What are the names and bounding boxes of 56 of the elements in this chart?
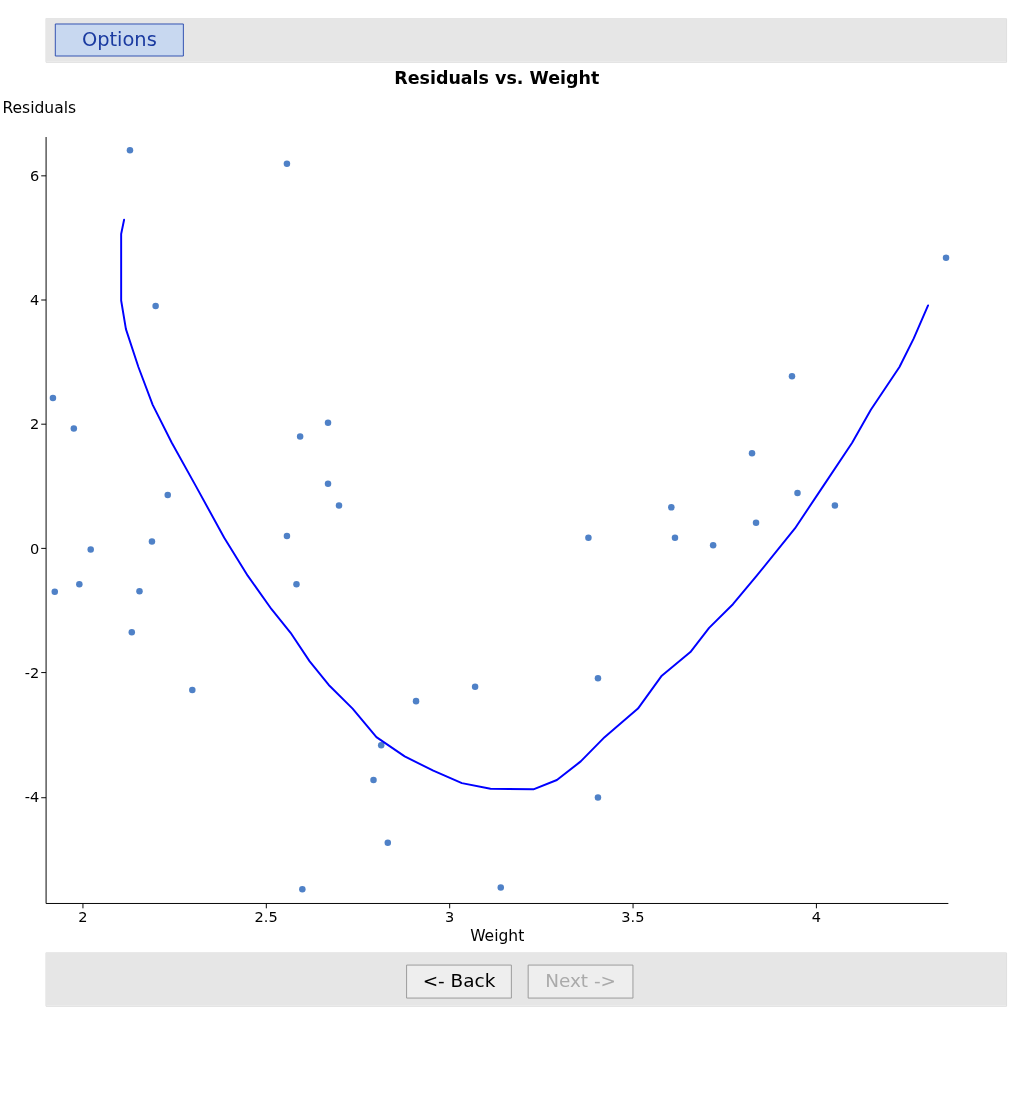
point	[299, 886, 306, 893]
point	[671, 534, 679, 542]
point	[585, 534, 592, 542]
text: Options	[81, 28, 157, 52]
text: Next ->	[545, 970, 616, 992]
y-axis-title: Residuals	[2, 98, 77, 117]
point	[51, 588, 59, 596]
y-tick-label: 2	[30, 415, 40, 433]
point	[377, 741, 385, 749]
x-tick-label: 2	[78, 907, 88, 925]
point	[831, 502, 839, 509]
line-series	[120, 218, 930, 791]
point	[148, 538, 156, 545]
chart-title: Residuals vs. Weight	[394, 68, 600, 89]
point	[296, 433, 304, 440]
x-axis-title: Weight	[470, 927, 525, 946]
point	[335, 502, 343, 509]
point	[412, 697, 420, 705]
point	[471, 683, 479, 691]
point	[709, 541, 717, 549]
point	[293, 581, 300, 588]
point	[87, 546, 94, 553]
x-tick-label: 2.5	[254, 907, 278, 925]
point	[126, 146, 134, 154]
point	[752, 519, 760, 527]
point	[76, 581, 83, 588]
point	[324, 480, 332, 487]
point	[164, 491, 171, 499]
point	[668, 504, 675, 511]
y-tick-label: -2	[24, 663, 40, 681]
point	[370, 776, 377, 784]
point	[49, 394, 57, 402]
point	[384, 839, 392, 846]
point	[283, 532, 291, 540]
point	[283, 160, 291, 168]
point	[152, 302, 159, 310]
point	[748, 450, 756, 457]
point	[594, 794, 602, 801]
point	[189, 686, 196, 694]
point	[942, 254, 950, 261]
point	[594, 674, 602, 682]
point	[128, 628, 136, 636]
x-tick-label: 3	[444, 907, 455, 925]
text: <- Back	[422, 970, 496, 992]
point	[788, 373, 796, 380]
point	[136, 587, 143, 595]
x-tick-label: 3.5	[621, 907, 645, 925]
point	[70, 425, 78, 432]
point	[497, 884, 505, 891]
x-tick-label: 4	[811, 907, 821, 925]
point	[324, 419, 332, 427]
y-tick-label: 0	[30, 539, 40, 557]
y-tick-label: 6	[30, 167, 40, 184]
y-tick-label: -4	[24, 788, 40, 806]
y-tick-label: 4	[30, 291, 40, 309]
point	[794, 489, 801, 497]
